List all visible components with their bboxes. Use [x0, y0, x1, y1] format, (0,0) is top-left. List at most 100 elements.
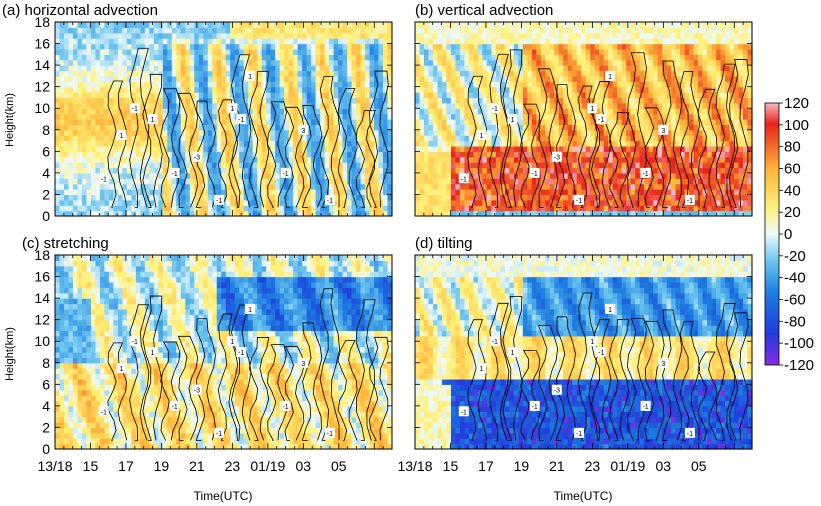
- heatmap-cell: [603, 205, 609, 212]
- heatmap-cell: [495, 189, 501, 196]
- heatmap-cell: [415, 59, 421, 66]
- heatmap-cell: [162, 199, 168, 206]
- heatmap-cell: [527, 129, 533, 136]
- heatmap-cell: [581, 183, 587, 190]
- heatmap-cell: [608, 210, 614, 217]
- heatmap-cell: [419, 54, 425, 61]
- heatmap-cell: [653, 113, 659, 120]
- heatmap-cell: [612, 140, 618, 147]
- heatmap-cell: [576, 65, 582, 72]
- heatmap-cell: [311, 119, 317, 125]
- heatmap-cell: [117, 81, 123, 88]
- heatmap-cell: [284, 162, 290, 169]
- heatmap-cell: [207, 156, 213, 163]
- heatmap-cell: [545, 124, 551, 131]
- heatmap-cell: [185, 194, 191, 201]
- heatmap-cell: [144, 32, 150, 39]
- heatmap-cell: [567, 81, 573, 88]
- heatmap-cell: [477, 65, 483, 72]
- heatmap-cell: [261, 43, 267, 50]
- heatmap-cell: [302, 59, 308, 66]
- heatmap-cell: [513, 135, 519, 142]
- heatmap-cell: [653, 102, 659, 109]
- heatmap-cell: [243, 81, 249, 88]
- heatmap-cell: [275, 189, 281, 196]
- heatmap-cell: [635, 129, 641, 136]
- heatmap-cell: [671, 119, 677, 125]
- heatmap-cell: [144, 97, 150, 104]
- heatmap-cell: [531, 65, 537, 72]
- heatmap-cell: [185, 189, 191, 196]
- heatmap-cell: [621, 183, 627, 190]
- heatmap-cell: [117, 38, 123, 45]
- heatmap-cell: [252, 54, 258, 61]
- heatmap-cell: [558, 135, 564, 142]
- heatmap-cell: [455, 38, 461, 45]
- heatmap-cell: [162, 124, 168, 131]
- heatmap-cell: [527, 194, 533, 201]
- heatmap-cell: [428, 156, 434, 163]
- heatmap-cell: [455, 162, 461, 169]
- heatmap-cell: [270, 124, 276, 131]
- heatmap-cell: [212, 108, 218, 115]
- heatmap-cell: [252, 119, 258, 125]
- heatmap-cell: [486, 129, 492, 136]
- heatmap-cell: [203, 65, 209, 72]
- heatmap-cell: [63, 199, 70, 206]
- heatmap-cell: [167, 32, 173, 39]
- heatmap-cell: [297, 140, 303, 147]
- heatmap-cell: [671, 86, 677, 93]
- heatmap-cell: [365, 194, 371, 201]
- heatmap-cell: [248, 119, 254, 125]
- heatmap-cell: [234, 92, 240, 99]
- heatmap-cell: [378, 172, 384, 179]
- heatmap-cell: [387, 189, 393, 196]
- heatmap-cell: [513, 194, 519, 201]
- heatmap-cell: [320, 70, 326, 77]
- heatmap-cell: [297, 113, 303, 120]
- heatmap-cell: [531, 75, 537, 82]
- heatmap-cell: [504, 124, 510, 131]
- heatmap-cell: [342, 38, 348, 45]
- heatmap-cell: [626, 22, 632, 28]
- heatmap-cell: [180, 38, 186, 45]
- heatmap-cell: [599, 205, 605, 212]
- heatmap-cell: [59, 113, 65, 120]
- heatmap-cell: [509, 172, 515, 179]
- heatmap-cell: [639, 65, 645, 72]
- heatmap-cell: [207, 145, 213, 152]
- heatmap-cell: [590, 81, 596, 88]
- heatmap-cell: [630, 183, 636, 190]
- heatmap-cell: [275, 124, 281, 131]
- heatmap-cell: [275, 113, 281, 120]
- heatmap-cell: [599, 92, 605, 99]
- heatmap-cell: [603, 65, 609, 72]
- heatmap-cell: [572, 135, 578, 142]
- heatmap-cell: [383, 194, 389, 201]
- heatmap-cell: [158, 97, 164, 104]
- heatmap-cell: [104, 108, 110, 115]
- heatmap-cell: [477, 59, 483, 66]
- heatmap-cell: [81, 92, 88, 99]
- heatmap-cell: [55, 70, 61, 77]
- heatmap-cell: [257, 162, 263, 169]
- heatmap-cell: [266, 140, 272, 147]
- heatmap-cell: [599, 48, 605, 55]
- heatmap-cell: [77, 145, 83, 152]
- heatmap-cell: [603, 22, 609, 28]
- heatmap-cell: [162, 43, 168, 50]
- heatmap-cell: [599, 156, 605, 163]
- heatmap-cell: [279, 194, 285, 201]
- heatmap-cell: [203, 102, 209, 109]
- heatmap-cell: [617, 27, 623, 34]
- heatmap-cell: [297, 210, 303, 217]
- heatmap-cell: [95, 92, 101, 99]
- heatmap-cell: [99, 145, 106, 152]
- heatmap-cell: [671, 92, 677, 99]
- contour-label: 1: [151, 117, 155, 124]
- heatmap-cell: [482, 178, 488, 185]
- heatmap-cell: [162, 81, 168, 88]
- heatmap-cell: [284, 32, 290, 39]
- heatmap-cell: [387, 135, 393, 142]
- heatmap-cell: [59, 135, 65, 142]
